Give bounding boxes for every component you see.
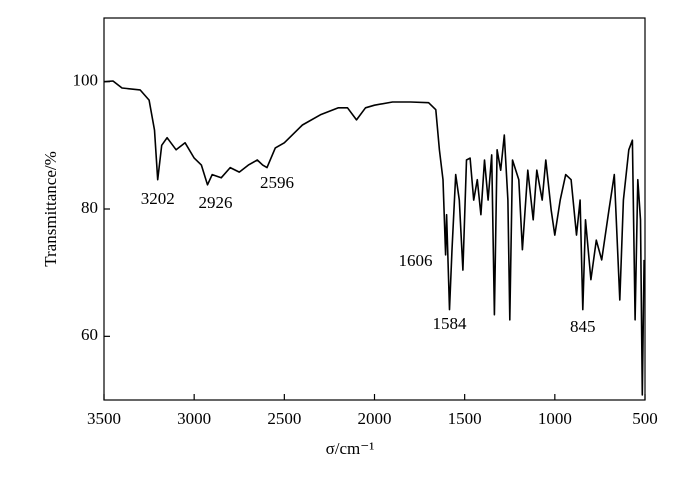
peak-label: 3202 xyxy=(141,189,175,208)
x-tick-label: 2000 xyxy=(358,409,392,428)
peak-label: 1606 xyxy=(399,251,433,270)
x-tick-label: 3000 xyxy=(177,409,211,428)
peak-label: 2926 xyxy=(199,193,233,212)
y-tick-label: 100 xyxy=(73,71,99,90)
x-tick-label: 2500 xyxy=(267,409,301,428)
x-tick-label: 1500 xyxy=(448,409,482,428)
x-tick-label: 1000 xyxy=(538,409,572,428)
y-tick-label: 80 xyxy=(81,198,98,217)
y-axis-label: Transmittance/% xyxy=(41,151,60,267)
x-axis-label: σ/cm⁻¹ xyxy=(326,439,375,458)
x-tick-label: 3500 xyxy=(87,409,121,428)
spectrum-line xyxy=(103,80,645,396)
x-tick-label: 500 xyxy=(632,409,658,428)
peak-label: 2596 xyxy=(260,173,294,192)
plot-frame xyxy=(103,17,646,401)
peak-label: 845 xyxy=(570,317,596,336)
y-tick-label: 60 xyxy=(81,325,98,344)
peak-label: 1584 xyxy=(433,314,468,333)
